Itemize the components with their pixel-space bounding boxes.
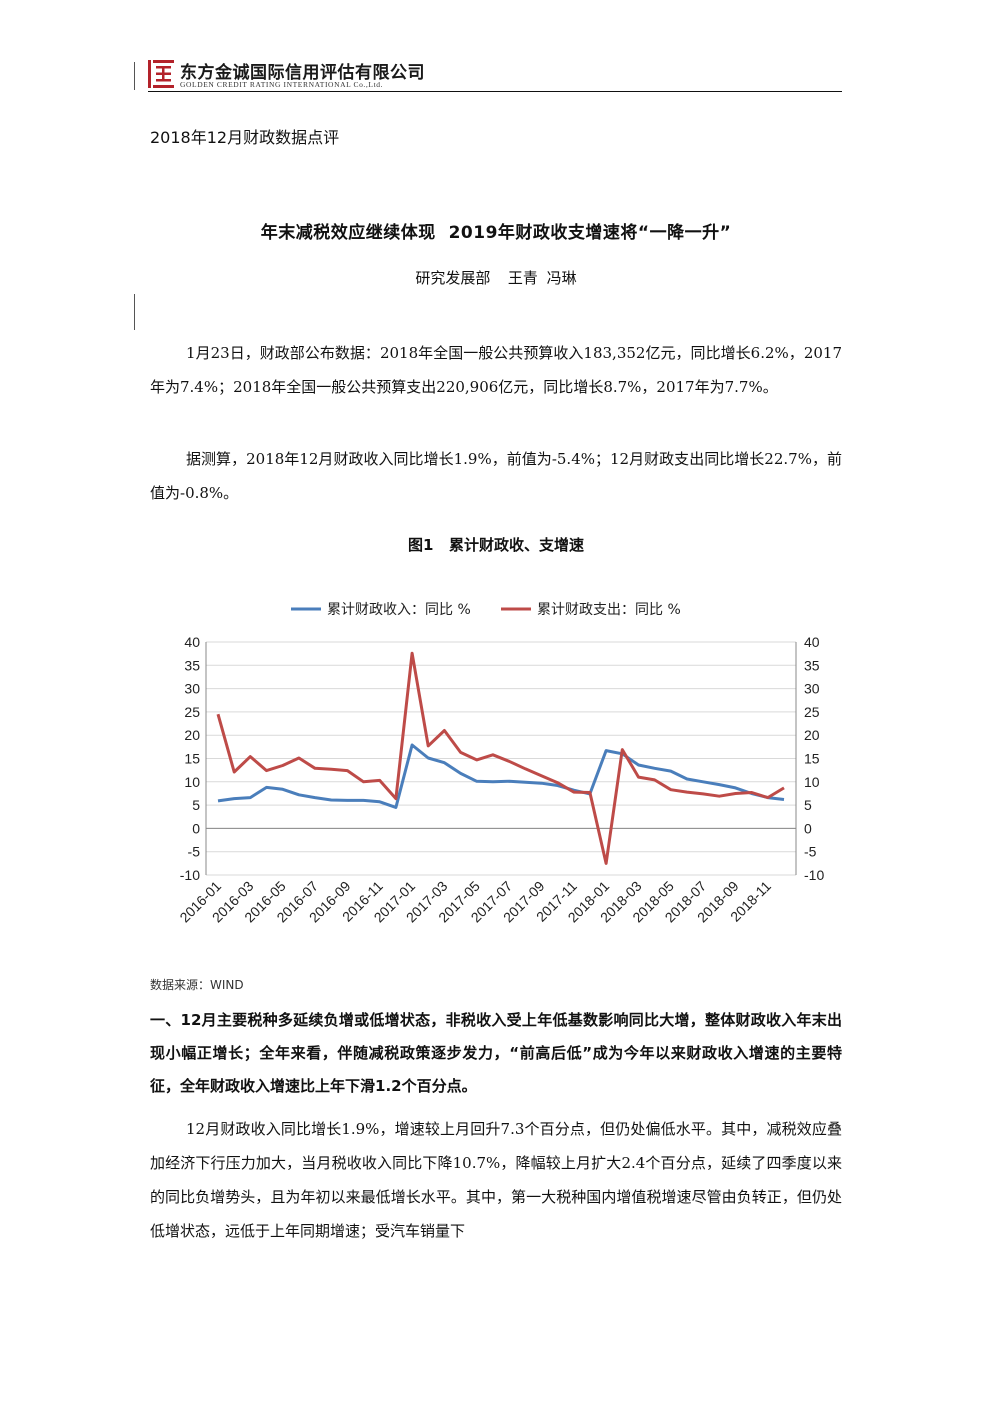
y-tick-label-right: 25 bbox=[804, 704, 820, 720]
authors: 研究发展部 王青 冯琳 bbox=[415, 269, 577, 287]
y-tick-label-left: 35 bbox=[184, 657, 200, 673]
line-chart: 40 40 35 35 30 30 25 25 20 20 15 15 10 10 5 5 0 0 -5 -5 -10 -… bbox=[176, 602, 824, 925]
margin-bar bbox=[134, 62, 135, 90]
paragraph-text: 12月财政收入同比增长1.9%，增速较上月回升7.3个百分点，但仍处偏低水平。其… bbox=[150, 1120, 842, 1240]
company-name-en: GOLDEN CREDIT RATING INTERNATIONAL Co.,L… bbox=[180, 80, 384, 89]
y-tick-label-left: 30 bbox=[184, 681, 200, 697]
y-tick-label-right: -5 bbox=[804, 844, 817, 860]
company-name-cn: 东方金诚国际信用评估有限公司 bbox=[180, 63, 425, 83]
y-tick-label-left: 15 bbox=[184, 751, 200, 767]
y-tick-label-right: 30 bbox=[804, 681, 820, 697]
y-tick-label-right: 15 bbox=[804, 751, 820, 767]
margin-bar bbox=[134, 294, 135, 330]
y-tick-label-right: 35 bbox=[804, 657, 820, 673]
paragraph: 1月23日，财政部公布数据：2018年全国一般公共预算收入183,352亿元，同… bbox=[150, 336, 842, 404]
header-divider bbox=[148, 91, 842, 92]
paragraph: 据测算，2018年12月财政收入同比增长1.9%，前值为-5.4%；12月财政支… bbox=[150, 442, 842, 510]
y-tick-label-left: 5 bbox=[192, 797, 200, 813]
y-tick-label-left: 20 bbox=[184, 727, 200, 743]
figure-source: 数据来源：WIND bbox=[150, 978, 244, 992]
figure-title: 图1 累计财政收、支增速 bbox=[407, 536, 585, 554]
report-label: 2018年12月财政数据点评 bbox=[150, 128, 340, 147]
legend-label: 累计财政支出：同比 % bbox=[537, 602, 681, 618]
y-tick-label-right: 40 bbox=[804, 634, 820, 650]
page-title: 年末减税效应继续体现 2019年财政收支增速将“一降一升” bbox=[260, 223, 732, 243]
y-tick-label-right: -10 bbox=[804, 867, 824, 883]
paragraph-text: 据测算，2018年12月财政收入同比增长1.9%，前值为-5.4%；12月财政支… bbox=[150, 450, 842, 502]
section-heading: 一、12月主要税种多延续负增或低增状态，非税收入受上年低基数影响同比大增，整体财… bbox=[150, 1011, 842, 1095]
y-tick-label-left: -5 bbox=[188, 844, 201, 860]
y-tick-label-right: 5 bbox=[804, 797, 812, 813]
series-line-expenditure bbox=[216, 651, 785, 865]
y-tick-label-left: 25 bbox=[184, 704, 200, 720]
y-tick-label-left: 0 bbox=[192, 820, 200, 836]
paragraph-text: 1月23日，财政部公布数据：2018年全国一般公共预算收入183,352亿元，同… bbox=[150, 344, 842, 396]
paragraph: 12月财政收入同比增长1.9%，增速较上月回升7.3个百分点，但仍处偏低水平。其… bbox=[150, 1112, 842, 1248]
series-line-revenue bbox=[217, 743, 785, 809]
y-tick-label-left: 40 bbox=[184, 634, 200, 650]
y-tick-label-left: -10 bbox=[180, 867, 200, 883]
y-tick-label-right: 0 bbox=[804, 820, 812, 836]
y-tick-label-right: 10 bbox=[804, 774, 820, 790]
company-logo-icon bbox=[148, 60, 174, 88]
legend-label: 累计财政收入：同比 % bbox=[327, 602, 471, 618]
y-tick-label-left: 10 bbox=[184, 774, 200, 790]
y-tick-label-right: 20 bbox=[804, 727, 820, 743]
